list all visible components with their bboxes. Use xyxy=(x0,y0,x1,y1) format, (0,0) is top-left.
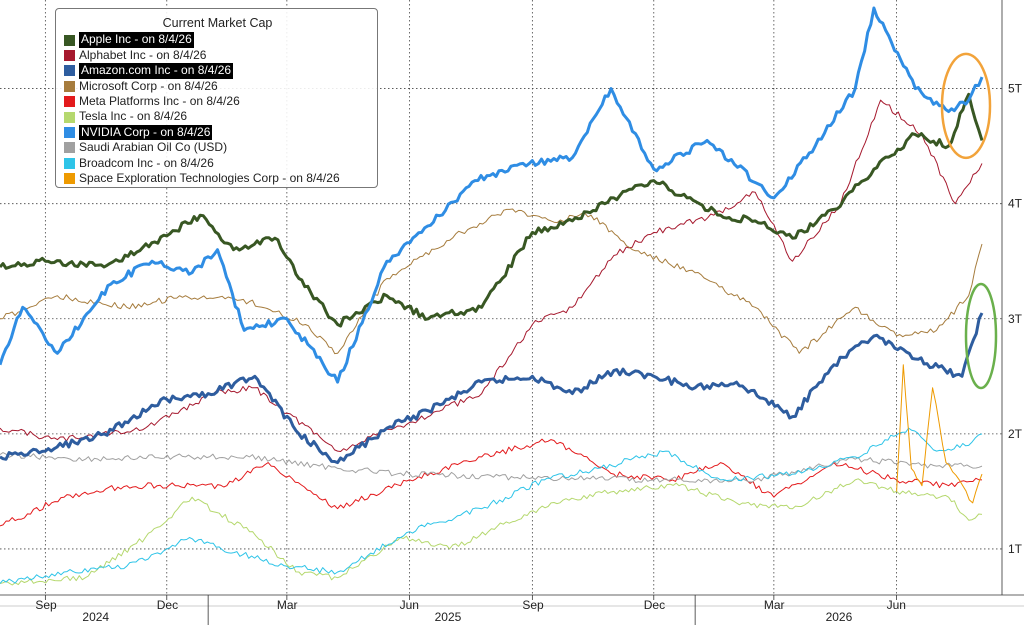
x-month-label: Dec xyxy=(157,598,178,612)
x-year-label: 2024 xyxy=(82,610,109,624)
legend-entry: Broadcom Inc - on 8/4/26 xyxy=(64,156,371,171)
legend-entry: Microsoft Corp - on 8/4/26 xyxy=(64,79,371,94)
legend-swatch xyxy=(64,80,75,92)
series-line-broadcom-inc xyxy=(0,427,983,584)
legend-label: Alphabet Inc - on 8/4/26 xyxy=(79,47,207,62)
grid xyxy=(0,0,1002,595)
series-line-microsoft-corp xyxy=(0,208,983,355)
legend-entry: Meta Platforms Inc - on 8/4/26 xyxy=(64,94,371,109)
series-line-tesla-inc xyxy=(0,478,983,586)
legend-swatch xyxy=(64,111,75,123)
y-tick-label: 2T xyxy=(1008,427,1023,441)
legend-swatch xyxy=(64,142,75,154)
legend-label: Saudi Arabian Oil Co (USD) xyxy=(79,140,228,155)
legend-label: Broadcom Inc - on 8/4/26 xyxy=(79,155,214,170)
annotations xyxy=(940,52,998,390)
legend-entry: Apple Inc - on 8/4/26 xyxy=(64,32,371,48)
legend-swatch xyxy=(64,96,75,108)
series-line-nvidia-corp xyxy=(0,6,984,384)
x-month-label: Mar xyxy=(277,598,298,612)
series-line-space-exploration-technologies-corp xyxy=(896,364,983,504)
legend-entry: NVIDIA Corp - on 8/4/26 xyxy=(64,124,371,141)
legend: Current Market Cap Apple Inc - on 8/4/26… xyxy=(55,8,378,188)
x-month-label: Jun xyxy=(887,598,906,612)
legend-swatch xyxy=(64,127,75,139)
legend-entry: Tesla Inc - on 8/4/26 xyxy=(64,109,371,124)
legend-swatch xyxy=(64,50,75,62)
x-year-label: 2026 xyxy=(826,610,853,624)
x-month-label: Sep xyxy=(522,598,544,612)
x-month-label: Dec xyxy=(644,598,665,612)
legend-label: Meta Platforms Inc - on 8/4/26 xyxy=(79,94,240,109)
legend-swatch xyxy=(64,65,75,77)
legend-swatch xyxy=(64,157,75,169)
legend-entry: Space Exploration Technologies Corp - on… xyxy=(64,171,371,186)
series-line-amazon-com-inc xyxy=(0,312,984,465)
x-month-label: Sep xyxy=(35,598,57,612)
y-tick-label: 5T xyxy=(1008,82,1023,96)
y-tick-label: 4T xyxy=(1008,197,1023,211)
y-tick-label: 1T xyxy=(1008,542,1023,556)
orange-highlight-ellipse xyxy=(940,52,992,160)
legend-title: Current Market Cap xyxy=(162,16,273,30)
series-line-meta-platforms-inc xyxy=(0,438,983,527)
legend-label: Apple Inc - on 8/4/26 xyxy=(79,32,194,48)
series-line-apple-inc xyxy=(0,92,984,328)
legend-label: Microsoft Corp - on 8/4/26 xyxy=(79,78,218,93)
legend-swatch xyxy=(64,34,75,46)
series-lines xyxy=(0,6,984,586)
legend-entry: Amazon.com Inc - on 8/4/26 xyxy=(64,63,371,79)
y-tick-label: 3T xyxy=(1008,312,1023,326)
x-month-label: Mar xyxy=(764,598,785,612)
green-highlight-ellipse xyxy=(964,282,998,390)
legend-label: Space Exploration Technologies Corp - on… xyxy=(79,171,340,186)
legend-entry: Alphabet Inc - on 8/4/26 xyxy=(64,48,371,63)
legend-swatch xyxy=(64,173,75,185)
legend-label: Tesla Inc - on 8/4/26 xyxy=(79,109,188,124)
series-line-saudi-arabian-oil-co-usd- xyxy=(0,452,983,484)
series-line-alphabet-inc xyxy=(0,99,983,452)
x-year-label: 2025 xyxy=(435,610,462,624)
legend-label: Amazon.com Inc - on 8/4/26 xyxy=(79,63,234,79)
legend-entry: Saudi Arabian Oil Co (USD) xyxy=(64,140,371,155)
x-month-label: Jun xyxy=(400,598,419,612)
legend-label: NVIDIA Corp - on 8/4/26 xyxy=(79,124,213,141)
